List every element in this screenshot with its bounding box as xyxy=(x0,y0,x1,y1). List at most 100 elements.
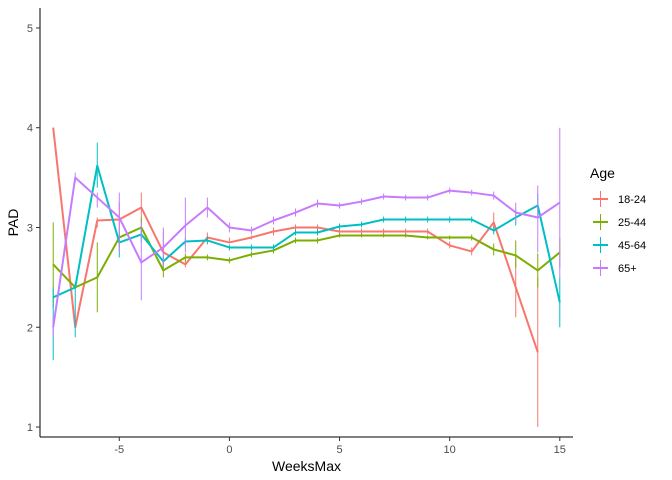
data-point xyxy=(140,207,142,209)
data-point xyxy=(383,196,385,198)
data-point xyxy=(272,230,274,232)
series-18-24 xyxy=(52,127,539,428)
legend-label: 45-64 xyxy=(618,240,646,252)
legend-item: 18-24 xyxy=(593,191,646,207)
x-tick-label: 0 xyxy=(226,444,232,456)
data-point xyxy=(294,226,296,228)
data-point xyxy=(361,230,363,232)
chart-marks xyxy=(52,127,561,428)
data-point xyxy=(427,230,429,232)
data-point xyxy=(74,286,76,288)
legend: Age 18-24 25-44 45-64 65+ xyxy=(590,165,646,276)
legend-label: 18-24 xyxy=(618,194,646,206)
legend-item: 45-64 xyxy=(593,237,646,253)
series-65+ xyxy=(52,127,561,338)
data-point xyxy=(250,246,252,248)
data-point xyxy=(96,197,98,199)
data-point xyxy=(339,225,341,227)
data-point xyxy=(405,219,407,221)
data-point xyxy=(361,223,363,225)
data-point xyxy=(162,246,164,248)
legend-item: 25-44 xyxy=(593,214,646,230)
data-point xyxy=(515,254,517,256)
data-point xyxy=(493,222,495,223)
data-point xyxy=(206,239,208,241)
data-point xyxy=(361,201,363,203)
data-point xyxy=(317,226,319,228)
series-line xyxy=(52,226,561,289)
data-point xyxy=(250,229,252,231)
data-point xyxy=(471,219,473,221)
data-point xyxy=(228,246,230,248)
data-point xyxy=(294,212,296,214)
series-line xyxy=(52,176,561,328)
data-point xyxy=(559,301,561,303)
x-tick-label: 15 xyxy=(554,444,566,456)
data-point xyxy=(294,231,296,233)
data-point xyxy=(493,229,495,231)
series-45-64 xyxy=(52,142,561,361)
data-point xyxy=(250,236,252,238)
legend-item: 65+ xyxy=(593,260,637,276)
y-tick-label: 4 xyxy=(27,123,33,135)
data-point xyxy=(537,269,539,271)
data-point xyxy=(317,239,319,241)
y-axis-title: PAD xyxy=(5,209,21,237)
data-point xyxy=(383,234,385,236)
x-tick-label: -5 xyxy=(114,444,124,456)
data-point xyxy=(184,224,186,226)
data-point xyxy=(449,190,451,192)
data-point xyxy=(96,276,98,278)
data-point xyxy=(162,269,164,271)
data-point xyxy=(383,230,385,232)
y-tick-label: 1 xyxy=(27,422,33,434)
data-point xyxy=(184,256,186,258)
data-point xyxy=(339,234,341,236)
data-point xyxy=(405,234,407,236)
data-point xyxy=(515,212,517,214)
data-point xyxy=(206,207,208,209)
data-point xyxy=(250,253,252,255)
legend-title: Age xyxy=(590,165,615,181)
data-point xyxy=(206,256,208,258)
data-point xyxy=(361,234,363,236)
data-point xyxy=(471,250,473,252)
data-point xyxy=(228,259,230,261)
y-tick-label: 3 xyxy=(27,222,33,234)
data-point xyxy=(383,219,385,221)
data-point xyxy=(74,177,76,179)
data-point xyxy=(52,296,54,298)
data-point xyxy=(272,220,274,222)
data-point xyxy=(96,220,98,222)
series-line xyxy=(52,164,561,303)
data-point xyxy=(339,230,341,232)
data-point xyxy=(228,226,230,228)
data-point xyxy=(449,244,451,246)
data-point xyxy=(184,263,186,265)
legend-label: 25-44 xyxy=(618,217,646,229)
y-tick-label: 2 xyxy=(27,322,33,334)
data-point xyxy=(52,326,54,328)
data-point xyxy=(317,231,319,233)
data-point xyxy=(339,205,341,207)
data-point xyxy=(471,192,473,194)
legend-label: 65+ xyxy=(618,263,637,275)
data-point xyxy=(493,195,495,197)
x-tick-label: 10 xyxy=(444,444,456,456)
x-tick-label: 5 xyxy=(336,444,342,456)
data-point xyxy=(52,263,54,265)
data-point xyxy=(228,241,230,243)
data-point xyxy=(449,219,451,221)
data-point xyxy=(559,202,561,204)
data-point xyxy=(537,351,539,353)
x-axis-ticks: -5 0 5 10 15 xyxy=(114,437,566,456)
x-axis-title: WeeksMax xyxy=(272,458,341,474)
data-point xyxy=(272,246,274,248)
data-point xyxy=(317,203,319,205)
data-point xyxy=(537,217,539,219)
y-tick-label: 5 xyxy=(27,23,33,35)
data-point xyxy=(405,197,407,199)
data-point xyxy=(96,165,98,167)
data-point xyxy=(52,127,54,129)
